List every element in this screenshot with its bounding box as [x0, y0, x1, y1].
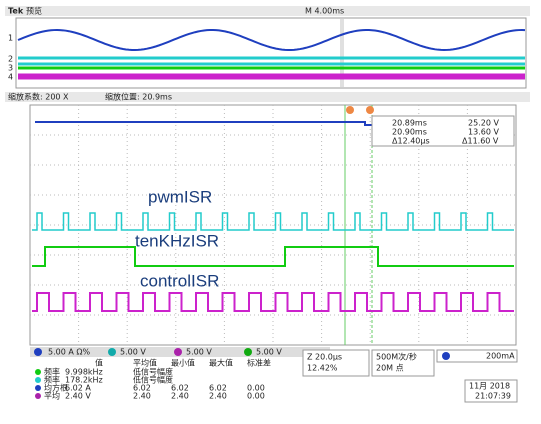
meas-header: 最小值: [171, 358, 195, 368]
ch-marker: 4: [8, 73, 13, 82]
ch4-trace: [32, 292, 514, 312]
cursor-dv: Δ11.60 V: [462, 137, 499, 146]
clock-box: [464, 379, 518, 403]
zoom-time: Z 20.0μs: [307, 353, 342, 362]
meas-header: 最大值: [209, 358, 233, 368]
ch-badge: [108, 348, 116, 356]
ch-scale: 5.00 V: [186, 348, 212, 357]
trigger-pos: 12.42%: [307, 364, 338, 373]
meas-badge: [35, 393, 41, 399]
overview-trace: [18, 76, 525, 80]
trace-label: controlISR: [140, 271, 219, 290]
meas-cell: 2.40: [209, 392, 227, 401]
zoom-box: [302, 349, 370, 377]
timebase: M 4.00ms: [305, 7, 344, 16]
meas-cell: 178.2kHz: [65, 376, 103, 385]
meas-header: 标准差: [247, 358, 271, 368]
cursor-t2: 20.90ms: [392, 128, 427, 137]
trace-label: tenKHzISR: [135, 231, 219, 250]
overview-trace: [18, 62, 525, 66]
trigger-level: 200mA: [486, 352, 515, 361]
meas-cell: 2.40 V: [65, 392, 91, 401]
meas-badge: [35, 385, 41, 391]
cursor-flag: [366, 106, 374, 114]
meas-cell: 6.02 A: [65, 384, 91, 393]
meas-badge: [35, 369, 41, 375]
meas-cell: 6.02: [133, 384, 151, 393]
ch-badge: [244, 348, 252, 356]
ch1-overview: [17, 29, 526, 51]
overview-traces: [17, 29, 526, 80]
cursor-t1: 20.89ms: [392, 119, 427, 128]
overview-trace: [18, 66, 525, 70]
meas-cell: 0.00: [247, 384, 265, 393]
meas-cell: 低信号幅度: [133, 367, 173, 377]
meas-cell: 2.40: [171, 392, 189, 401]
cursor-dt: Δ12.40μs: [392, 137, 430, 146]
meas-cell: 6.02: [209, 384, 227, 393]
ch-badge: [174, 348, 182, 356]
zoom-factor: 缩放系数: 200 X: [8, 92, 69, 102]
date: 11月 2018: [469, 382, 510, 391]
ch2-trace: [32, 212, 514, 231]
zoom-bar: [5, 92, 530, 102]
meas-cell: 2.40: [133, 392, 151, 401]
meas-cell: 6.02: [171, 384, 189, 393]
meas-cell: 频率: [44, 367, 60, 377]
ch-marker: 2: [8, 55, 13, 64]
trigger-box: [436, 349, 518, 363]
meas-cell: 均方根: [44, 383, 68, 393]
ch-scale: 5.00 A Ω%: [48, 348, 90, 357]
measurements: 值平均值 最小值 最大值 标准差频率 9.998kHz 低信号幅度频率 178.2kHz 低信…: [35, 358, 271, 401]
cursor-v1: 25.20 V: [468, 119, 499, 128]
overview-trace: [18, 73, 525, 77]
trace-label: pwmISR: [148, 187, 212, 206]
meas-header: 值: [95, 358, 103, 368]
meas-cell: 0.00: [247, 392, 265, 401]
ch-marker: 3: [8, 64, 13, 73]
ch-marker: 1: [8, 34, 13, 43]
meas-header: 平均值: [133, 358, 157, 368]
trigger-src: [442, 352, 450, 360]
meas-cell: 低信号幅度: [133, 375, 173, 385]
cursor-flag: [346, 106, 354, 114]
header-bar: [5, 6, 530, 16]
meas-cell: 频率: [44, 375, 60, 385]
brand: Tek: [8, 7, 24, 16]
acq-box: [371, 349, 435, 377]
cursor-box: [371, 115, 515, 147]
ch-scale: 5.00 V: [120, 348, 146, 357]
ch-badge: [34, 348, 42, 356]
record-length: 20M 点: [376, 364, 404, 373]
mode: 预览: [26, 6, 42, 16]
meas-cell: 9.998kHz: [65, 368, 103, 377]
ch-scale: 5.00 V: [256, 348, 282, 357]
time: 21:07:39: [475, 392, 511, 401]
sample-rate: 500M次/秒: [376, 352, 417, 362]
meas-cell: 平均: [44, 391, 60, 401]
zoom-position: 缩放位置: 20.9ms: [105, 92, 172, 102]
ch3-trace: [32, 246, 514, 267]
zoom-window: [340, 18, 344, 88]
meas-badge: [35, 377, 41, 383]
cursor-v2: 13.60 V: [468, 128, 499, 137]
overview-trace: [18, 56, 525, 60]
